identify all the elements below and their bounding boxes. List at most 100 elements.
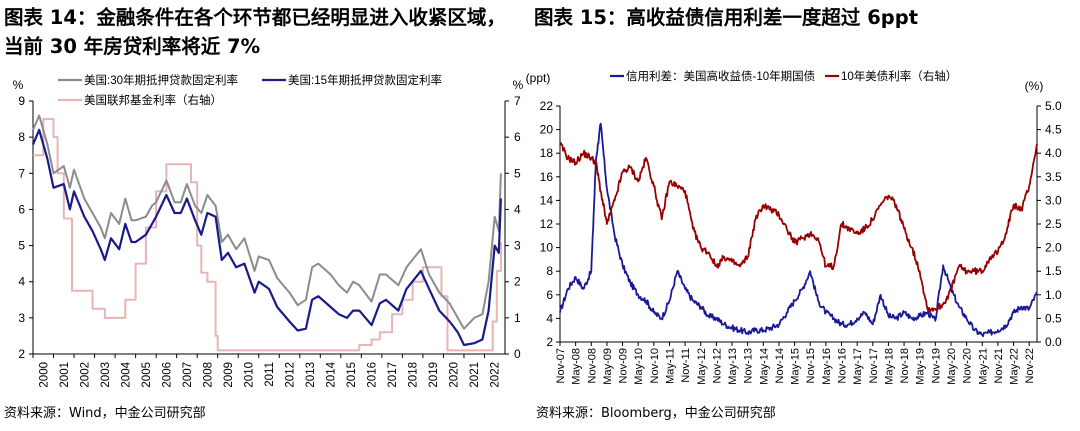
y-left-tick-label: 8	[546, 264, 553, 278]
x-tick-label: May-15	[790, 348, 802, 385]
x-tick-label: May-17	[852, 348, 864, 385]
y-right-tick-label: 0	[514, 347, 521, 361]
x-tick-label: 2003	[100, 362, 112, 388]
x-tick-label: 2015	[346, 362, 358, 388]
y-right-tick-label: 3	[514, 239, 521, 253]
x-tick-label: Nov-17	[868, 348, 880, 383]
y-right-tick-label: 1.5	[1045, 264, 1062, 278]
y-left-tick-label: 2	[18, 347, 25, 361]
x-tick-label: Nov-20	[962, 348, 974, 383]
y-right-tick-label: 2.5	[1045, 217, 1062, 231]
y-right-tick-label: 2.0	[1045, 241, 1062, 255]
x-tick-label: 2000	[38, 362, 50, 388]
y-right-tick-label: 4.0	[1045, 146, 1062, 160]
series-line-1	[31, 128, 502, 347]
x-tick-label: Nov-09	[618, 348, 630, 383]
x-tick-label: 2016	[367, 362, 379, 388]
left-chart: 2 3 4 5 6 7 8 9 0 1 2 3 4 5 6 7% % 2000 2001 2002 2003 2004 20…	[13, 73, 524, 388]
y-left-tick-label: 8	[18, 130, 25, 144]
x-tick-label: 2020	[449, 362, 461, 388]
legend-label-0: 美国:30年期抵押贷款固定利率	[84, 73, 238, 87]
x-tick-label: Nov-18	[899, 348, 911, 383]
x-tick-label: 2021	[469, 362, 481, 388]
x-tick-label: May-18	[883, 348, 895, 385]
y-left-tick-label: 18	[540, 146, 554, 160]
y-left-tick-label: 3	[18, 311, 25, 325]
right-chart: 2 4 6 8 10 12 14 16 18 20 22 0.0 0.5 1.0 1.5 2.0 2.5 3.0 3…	[526, 69, 1062, 385]
y-left-tick-label: 2	[546, 335, 553, 349]
y-left-tick-label: 20	[540, 123, 554, 137]
right-chart-source: 资料来源：Bloomberg，中金公司研究部	[536, 406, 776, 421]
series-line-1	[559, 142, 1038, 313]
x-tick-label: May-19	[915, 348, 927, 385]
y-left-tick-label: 5	[18, 239, 25, 253]
left-chart-title-line2: 当前 30 年房贷利率将近 7%	[4, 35, 261, 58]
y-right-tick-label: 3.5	[1045, 170, 1062, 184]
right-chart-title: 图表 15：高收益债信用利差一度超过 6ppt	[534, 6, 919, 29]
x-tick-label: 2014	[326, 361, 338, 387]
x-tick-label: 2012	[285, 362, 297, 388]
x-tick-label: 2010	[243, 362, 255, 388]
x-tick-label: 2002	[79, 362, 91, 388]
x-tick-label: May-10	[633, 348, 645, 385]
y-right-unit: %	[513, 78, 524, 92]
x-tick-label: Nov-13	[743, 348, 755, 383]
x-tick-label: 2018	[408, 362, 420, 388]
y-left-tick-label: 7	[18, 166, 25, 180]
y-left-tick-label: 4	[18, 275, 25, 289]
x-tick-label: May-09	[602, 348, 614, 385]
y-left-unit: %	[13, 78, 24, 92]
x-tick-label: May-21	[977, 348, 989, 385]
x-tick-label: 2001	[59, 362, 71, 388]
x-tick-label: Nov-12	[711, 348, 723, 383]
legend-label-1: 美国:15年期抵押贷款固定利率	[288, 73, 442, 87]
x-tick-label: 2004	[120, 361, 132, 387]
left-chart-title-line1: 图表 14：金融条件在各个环节都已经明显进入收紧区域，	[4, 6, 506, 29]
y-right-tick-label: 6	[514, 130, 521, 144]
y-left-tick-label: 14	[540, 193, 554, 207]
x-tick-label: May-12	[696, 348, 708, 385]
y-left-tick-label: 6	[546, 288, 553, 302]
y-left-tick-label: 6	[18, 202, 25, 216]
y-right-unit: (%)	[1025, 79, 1044, 93]
y-right-tick-label: 2	[514, 275, 521, 289]
x-tick-label: 2017	[387, 362, 399, 388]
x-tick-label: Nov-10	[649, 348, 661, 383]
y-left-tick-label: 4	[546, 311, 553, 325]
x-tick-label: 2006	[161, 362, 173, 388]
x-tick-label: Nov-21	[993, 348, 1005, 383]
x-tick-label: 2005	[141, 362, 153, 388]
x-tick-label: May-14	[758, 348, 770, 385]
y-right-tick-label: 0.0	[1045, 335, 1062, 349]
y-right-tick-label: 5.0	[1045, 99, 1062, 113]
x-tick-label: Nov-08	[586, 348, 598, 383]
series-line-0	[32, 114, 502, 330]
x-tick-label: Nov-22	[1024, 348, 1036, 383]
x-tick-label: Nov-16	[837, 348, 849, 383]
x-tick-label: May-08	[571, 348, 583, 385]
y-right-tick-label: 5	[514, 166, 521, 180]
x-tick-label: 2008	[202, 362, 214, 388]
y-right-tick-label: 0.5	[1045, 311, 1062, 325]
y-left-unit: (ppt)	[526, 71, 551, 85]
x-tick-label: May-16	[821, 348, 833, 385]
x-tick-label: May-22	[1009, 348, 1021, 385]
x-tick-label: 2011	[264, 362, 276, 387]
x-tick-label: 2013	[305, 362, 317, 388]
y-left-tick-label: 10	[540, 241, 554, 255]
series-line-2	[33, 118, 502, 352]
x-tick-label: May-11	[664, 348, 676, 384]
x-tick-label: Nov-07	[555, 348, 567, 383]
x-tick-label: 2019	[428, 362, 440, 388]
x-tick-label: Nov-19	[930, 348, 942, 383]
left-chart-source: 资料来源：Wind，中金公司研究部	[4, 406, 206, 421]
y-right-tick-label: 4.5	[1045, 123, 1062, 137]
y-right-tick-label: 4	[514, 202, 521, 216]
legend-label-0: 信用利差：美国高收益债-10年期国债	[626, 69, 815, 83]
legend-label-2: 美国联邦基金利率（右轴）	[84, 93, 222, 107]
y-left-tick-label: 22	[540, 99, 554, 113]
y-left-tick-label: 9	[18, 94, 25, 108]
x-tick-label: May-20	[946, 348, 958, 385]
x-tick-label: 2009	[223, 362, 235, 388]
x-tick-label: 2007	[182, 362, 194, 388]
